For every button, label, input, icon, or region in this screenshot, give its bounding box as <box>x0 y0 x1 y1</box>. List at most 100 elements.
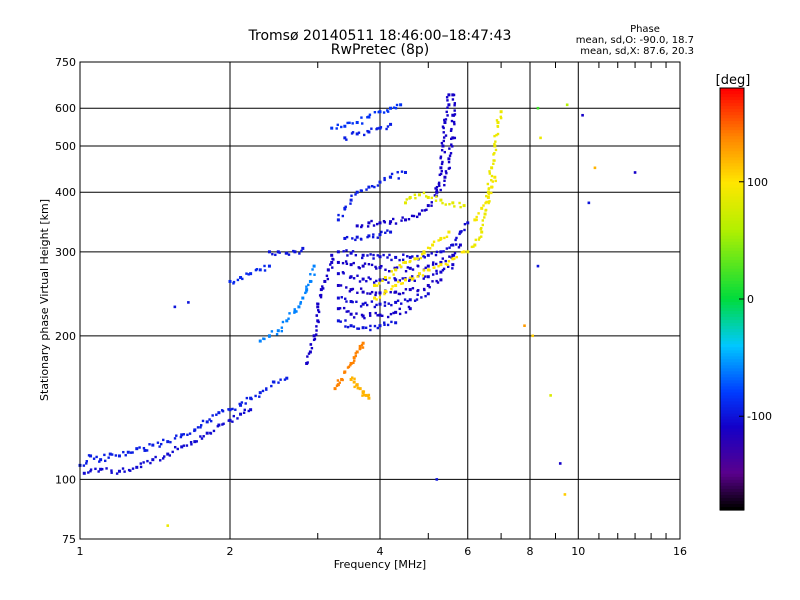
colorbar-band <box>720 401 744 406</box>
data-point <box>370 290 374 294</box>
colorbar-band <box>720 386 744 391</box>
data-point <box>190 443 193 446</box>
data-point <box>633 171 637 174</box>
data-point <box>378 110 382 114</box>
data-point <box>373 283 377 287</box>
data-point <box>539 136 542 140</box>
data-point <box>415 298 419 301</box>
data-point <box>323 279 327 283</box>
data-point <box>494 140 497 143</box>
data-point <box>480 226 483 230</box>
data-point <box>373 296 377 300</box>
data-point <box>369 328 372 332</box>
colorbar-band <box>720 452 744 457</box>
data-point <box>394 283 398 287</box>
data-point <box>375 284 379 287</box>
data-point <box>103 453 106 457</box>
colorbar-band <box>720 295 744 300</box>
data-point <box>477 238 481 241</box>
data-point <box>346 121 349 125</box>
data-point <box>217 411 221 415</box>
data-point <box>425 208 428 211</box>
data-point <box>287 253 291 256</box>
data-point <box>355 224 359 228</box>
colorbar-band <box>720 220 744 225</box>
colorbar-band <box>720 476 744 481</box>
data-point <box>188 432 192 435</box>
data-point <box>453 136 457 140</box>
data-point <box>353 359 356 362</box>
data-point <box>367 221 371 225</box>
data-point <box>149 461 152 465</box>
data-point <box>227 408 230 411</box>
data-point <box>288 312 291 315</box>
data-point <box>405 198 408 201</box>
data-point <box>158 445 161 448</box>
data-point <box>389 106 393 110</box>
data-point <box>442 139 446 143</box>
colorbar-band <box>720 277 744 282</box>
data-point <box>361 302 365 306</box>
data-point <box>453 113 457 116</box>
data-point <box>499 116 503 120</box>
data-point <box>161 457 165 460</box>
data-point <box>442 126 445 130</box>
data-point <box>217 423 221 427</box>
data-point <box>450 143 453 146</box>
data-point <box>431 280 434 283</box>
data-point <box>239 276 243 280</box>
data-point <box>369 253 372 256</box>
data-point <box>363 133 366 137</box>
data-point <box>293 309 297 313</box>
data-point <box>349 377 353 381</box>
data-point <box>449 137 453 141</box>
data-point <box>398 258 401 262</box>
data-point <box>336 379 340 382</box>
data-point <box>143 448 147 452</box>
data-point <box>392 273 395 276</box>
data-point <box>446 263 449 266</box>
data-point <box>447 230 451 234</box>
data-point <box>437 265 440 268</box>
data-point <box>279 378 282 381</box>
colorbar-band <box>720 109 744 113</box>
data-point <box>342 250 345 253</box>
data-point <box>394 310 398 314</box>
data-point <box>439 250 443 254</box>
colorbar-band <box>720 274 744 279</box>
colorbar-band <box>720 305 744 309</box>
data-point <box>386 315 390 319</box>
data-point <box>365 279 368 283</box>
data-point <box>443 183 446 187</box>
data-point <box>390 287 393 291</box>
colorbar-band <box>720 202 744 207</box>
x-tick-label: 4 <box>377 545 384 558</box>
data-point <box>373 111 377 114</box>
colorbar-band <box>720 235 744 240</box>
data-point <box>368 312 372 315</box>
data-point <box>330 253 334 257</box>
data-point <box>442 267 446 271</box>
colorbar-band <box>720 178 744 183</box>
data-point <box>421 274 425 277</box>
data-point <box>403 278 407 282</box>
data-point <box>318 294 322 297</box>
data-point <box>466 250 470 254</box>
data-point <box>445 171 448 175</box>
data-point <box>404 270 408 273</box>
data-point <box>360 116 363 119</box>
data-point <box>392 311 395 315</box>
data-point <box>417 272 421 276</box>
data-point <box>447 160 451 164</box>
data-point <box>270 330 274 333</box>
colorbar-band <box>720 299 744 303</box>
data-point <box>115 472 119 475</box>
data-point <box>231 420 234 423</box>
data-point <box>435 188 438 192</box>
data-point <box>312 264 316 268</box>
colorbar-band <box>720 395 744 400</box>
data-point <box>193 440 197 444</box>
data-point <box>388 276 391 280</box>
data-point <box>448 255 451 258</box>
data-point <box>376 184 380 187</box>
